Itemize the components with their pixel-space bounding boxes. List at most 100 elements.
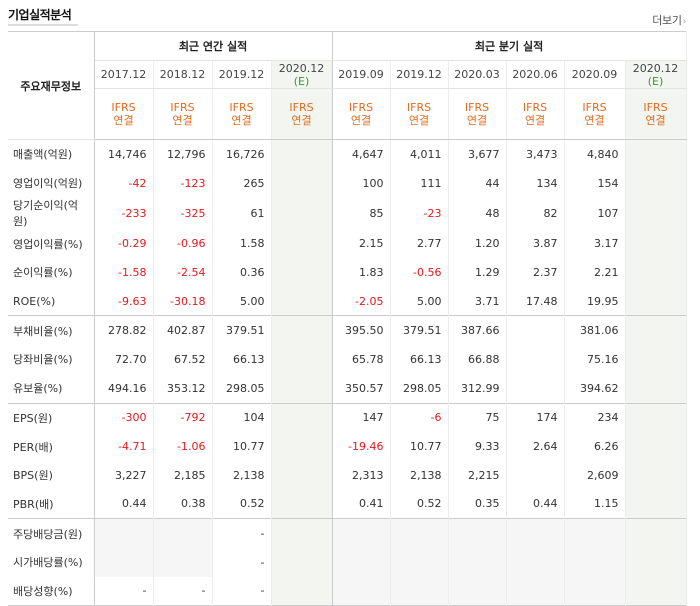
table-cell	[506, 373, 565, 403]
table-cell	[94, 518, 154, 548]
table-cell: 387.66	[448, 315, 507, 346]
consolidated-label: 연결	[408, 114, 430, 127]
table-cell	[271, 489, 333, 519]
table-cell: 147	[332, 402, 391, 433]
table-cell	[153, 518, 213, 548]
title-underline	[8, 24, 78, 26]
table-row: ROE(%) -9.63 -30.18 5.00 -2.05 5.00 3.71 17.48 1…	[8, 286, 687, 316]
table-cell: -	[212, 518, 272, 548]
consolidated-label: 연결	[466, 114, 488, 127]
table-row: 시가배당률(%) -	[8, 547, 687, 577]
table-cell	[625, 286, 687, 316]
table-cell: -123	[153, 168, 213, 198]
section-title: 기업실적분석	[8, 8, 72, 22]
table-cell: 381.06	[564, 315, 626, 346]
table-cell: -	[212, 547, 272, 577]
table-cell: 234	[564, 402, 626, 433]
table-cell	[625, 460, 687, 490]
table-cell	[271, 229, 333, 259]
table-cell	[625, 197, 687, 230]
accounting-standard: IFRS 연결	[94, 88, 154, 140]
period-label: 2020.06	[512, 68, 558, 81]
table-cell: 265	[212, 168, 272, 198]
period-label: 2020.09	[571, 68, 618, 81]
table-cell	[271, 315, 333, 346]
more-link[interactable]: 더보기›	[652, 12, 686, 28]
annual-group-header: 최근 연간 실적	[94, 31, 333, 61]
table-cell	[271, 286, 333, 316]
chevron-right-icon: ›	[682, 17, 687, 27]
table-cell	[625, 139, 687, 169]
row-label: PBR(배)	[8, 489, 95, 519]
consolidated-label: 연결	[524, 114, 546, 127]
table-cell: 154	[564, 168, 626, 198]
accounting-standard: IFRS 연결	[153, 88, 213, 140]
table-cell	[271, 139, 333, 169]
table-cell	[506, 547, 565, 577]
row-label: 매출액(억원)	[8, 139, 95, 169]
table-cell	[564, 576, 626, 606]
ifrs-label: IFRS	[464, 101, 490, 114]
table-cell: 0.44	[94, 489, 154, 519]
table-cell: 0.36	[212, 258, 272, 287]
table-cell: 72.70	[94, 345, 154, 374]
consolidated-label: 연결	[584, 114, 605, 127]
table-cell	[271, 547, 333, 577]
row-header-label: 주요재무정보	[8, 31, 95, 140]
table-cell: 2,215	[448, 460, 507, 490]
table-cell: 1.20	[448, 229, 507, 259]
accounting-standard: IFRS 연결	[564, 88, 626, 140]
table-cell: 3,677	[448, 139, 507, 169]
row-label: BPS(원)	[8, 460, 95, 490]
consolidated-label: 연결	[291, 114, 312, 127]
period-label: 2017.12	[100, 68, 147, 81]
quarter-group-header: 최근 분기 실적	[332, 31, 687, 61]
accounting-standard: IFRS 연결	[332, 88, 391, 140]
table-row: 주당배당금(원) -	[8, 518, 687, 548]
table-cell: -300	[94, 402, 154, 433]
table-cell	[332, 576, 391, 606]
period-label: 2018.12	[159, 68, 206, 81]
financial-table: 주요재무정보 최근 연간 실적 최근 분기 실적 2017.12 2018.12 2019…	[8, 31, 687, 606]
table-cell: 85	[332, 197, 391, 230]
accounting-standard: IFRS 연결	[448, 88, 507, 140]
row-label: 유보율(%)	[8, 373, 95, 403]
row-label: 영업이익률(%)	[8, 229, 95, 259]
table-cell: -2.05	[332, 286, 391, 316]
table-cell	[506, 460, 565, 490]
table-cell: 2.15	[332, 229, 391, 259]
table-cell	[448, 518, 507, 548]
row-label: 배당성향(%)	[8, 576, 95, 606]
table-cell: 0.38	[153, 489, 213, 519]
table-cell: 100	[332, 168, 391, 198]
ifrs-label: IFRS	[406, 101, 432, 114]
period-header: 2017.12	[94, 60, 154, 89]
table-cell: -1.58	[94, 258, 154, 287]
table-cell: 10.77	[390, 432, 449, 461]
row-label: PER(배)	[8, 432, 95, 461]
table-cell: 395.50	[332, 315, 391, 346]
table-cell: 14,746	[94, 139, 154, 169]
table-cell: 350.57	[332, 373, 391, 403]
table-cell: -2.54	[153, 258, 213, 287]
table-cell	[390, 547, 449, 577]
table-cell: -	[153, 576, 213, 606]
table-cell: 12,796	[153, 139, 213, 169]
table-cell: 494.16	[94, 373, 154, 403]
table-cell	[564, 547, 626, 577]
table-cell	[271, 460, 333, 490]
ifrs-label: IFRS	[643, 101, 668, 114]
table-cell: 66.88	[448, 345, 507, 374]
period-header: 2018.12	[153, 60, 213, 89]
table-cell: 2.21	[564, 258, 626, 287]
table-cell: 75.16	[564, 345, 626, 374]
accounting-standard: IFRS 연결	[390, 88, 449, 140]
table-cell: -19.46	[332, 432, 391, 461]
table-cell: -325	[153, 197, 213, 230]
table-cell: 0.52	[390, 489, 449, 519]
period-label: 2019.12	[218, 68, 265, 81]
table-cell: 1.15	[564, 489, 626, 519]
row-label: 주당배당금(원)	[8, 518, 95, 548]
period-label: 2020.12	[632, 61, 679, 75]
table-cell: 6.26	[564, 432, 626, 461]
